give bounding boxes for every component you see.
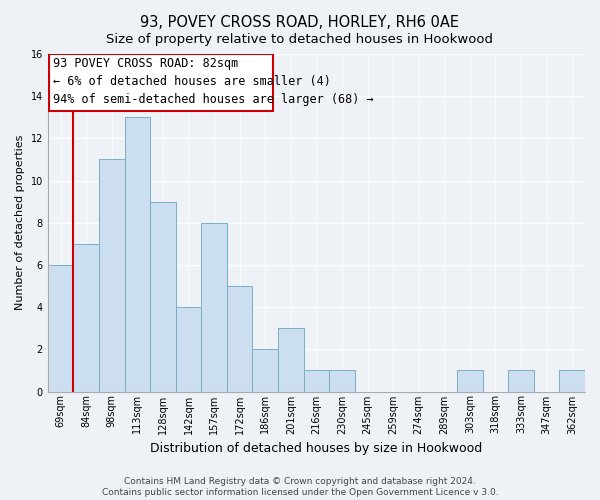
Bar [49,54,273,111]
Bar [457,370,482,392]
Text: Contains public sector information licensed under the Open Government Licence v : Contains public sector information licen… [101,488,499,497]
Bar [176,307,201,392]
Bar [227,286,253,392]
Text: Size of property relative to detached houses in Hookwood: Size of property relative to detached ho… [107,32,493,46]
X-axis label: Distribution of detached houses by size in Hookwood: Distribution of detached houses by size … [150,442,482,455]
Bar [278,328,304,392]
Bar [99,160,125,392]
Bar [73,244,99,392]
Bar [304,370,329,392]
Text: Contains HM Land Registry data © Crown copyright and database right 2024.: Contains HM Land Registry data © Crown c… [124,477,476,486]
Y-axis label: Number of detached properties: Number of detached properties [15,135,25,310]
Bar [329,370,355,392]
Bar [253,350,278,392]
Bar [125,118,150,392]
Bar [48,265,73,392]
Bar [508,370,534,392]
Bar [201,223,227,392]
Text: 93 POVEY CROSS ROAD: 82sqm
← 6% of detached houses are smaller (4)
94% of semi-d: 93 POVEY CROSS ROAD: 82sqm ← 6% of detac… [53,57,374,106]
Text: 93, POVEY CROSS ROAD, HORLEY, RH6 0AE: 93, POVEY CROSS ROAD, HORLEY, RH6 0AE [140,15,460,30]
Bar [559,370,585,392]
Bar [150,202,176,392]
